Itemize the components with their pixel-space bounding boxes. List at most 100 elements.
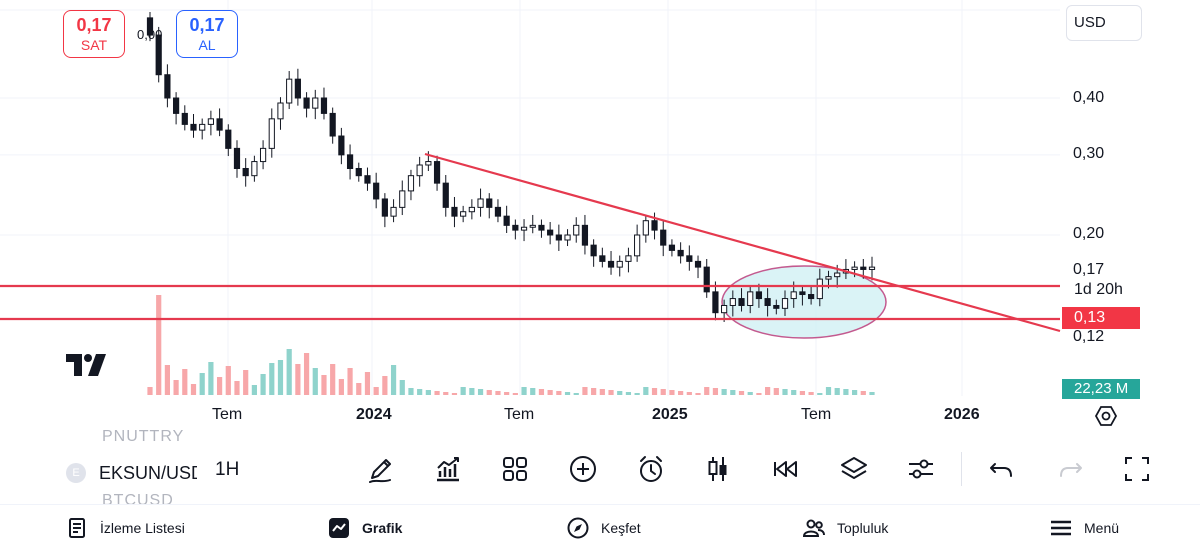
volume-bar xyxy=(782,389,788,395)
sell-button[interactable]: 0,17 SAT xyxy=(63,10,125,58)
symbol-next[interactable]: BTCUSD xyxy=(102,492,174,506)
candle-body xyxy=(677,249,684,257)
volume-bar xyxy=(451,393,458,395)
chart-settings-icon[interactable] xyxy=(1094,404,1118,428)
candle-body xyxy=(303,97,310,109)
nav-chart-label: Grafik xyxy=(362,520,403,536)
symbol-selector[interactable]: E EKSUN/USD xyxy=(66,460,197,486)
indicators-icon[interactable] xyxy=(431,452,465,486)
descending-trendline xyxy=(424,152,1061,333)
price-axis-label: 0,12 xyxy=(1073,328,1105,345)
volume-bar xyxy=(216,377,223,395)
candle-body xyxy=(355,167,362,177)
candle-body xyxy=(199,123,206,131)
volume-bar xyxy=(417,389,423,395)
buy-price: 0,17 xyxy=(189,15,225,35)
candle-body xyxy=(190,123,197,131)
volume-bar xyxy=(425,390,431,395)
candle-body xyxy=(764,298,771,306)
add-icon[interactable] xyxy=(566,452,600,486)
candle-body xyxy=(512,224,519,231)
volume-bar xyxy=(643,387,649,395)
candle-body xyxy=(555,234,562,241)
toolbar-separator xyxy=(961,452,962,486)
nav-menu[interactable]: Menü xyxy=(1050,517,1119,539)
candle-body xyxy=(790,291,797,300)
price-chart[interactable] xyxy=(0,0,1200,440)
candle-body xyxy=(146,17,154,36)
candle-body xyxy=(599,255,606,262)
undo-icon[interactable] xyxy=(985,452,1019,486)
candle-body xyxy=(503,215,510,226)
candle-body xyxy=(538,224,545,231)
candle-body xyxy=(242,167,249,177)
candle-body xyxy=(312,97,319,109)
candle-body xyxy=(860,266,867,270)
volume-bar xyxy=(208,362,214,395)
templates-icon[interactable] xyxy=(498,452,532,486)
time-axis-label: 2026 xyxy=(944,406,980,423)
volume-tag: 22,23 M xyxy=(1062,379,1140,399)
candle-body xyxy=(320,97,328,114)
drawn-lines xyxy=(0,152,1061,333)
buy-button[interactable]: 0,17 AL xyxy=(176,10,238,58)
volume-bar xyxy=(625,392,632,395)
volume-bar xyxy=(765,387,771,395)
candle-body xyxy=(390,206,397,217)
candle-body xyxy=(373,182,380,200)
nav-watchlist[interactable]: İzleme Listesi xyxy=(66,517,185,539)
candle-body xyxy=(259,147,267,163)
volume-bar xyxy=(573,393,579,395)
volume-bar xyxy=(721,389,727,395)
fullscreen-icon[interactable] xyxy=(1120,452,1154,486)
volume-bar xyxy=(678,391,684,395)
volume-bar xyxy=(251,385,257,395)
settings-sliders-icon[interactable] xyxy=(904,452,938,486)
pencil-icon[interactable] xyxy=(364,452,398,486)
candle-body xyxy=(729,298,736,306)
symbol-prev[interactable]: PNUTTRY xyxy=(102,428,185,445)
watchlist-icon xyxy=(69,518,85,538)
candle-body xyxy=(825,276,832,280)
nav-explore-label: Keşfet xyxy=(601,520,641,536)
nav-menu-label: Menü xyxy=(1084,520,1120,536)
alert-clock-icon[interactable] xyxy=(634,452,668,486)
volume-bar xyxy=(399,380,405,395)
layers-icon[interactable] xyxy=(837,452,871,486)
volume-bar xyxy=(156,295,162,395)
chart-icon xyxy=(329,518,349,538)
candle-body xyxy=(651,220,658,231)
candles-icon[interactable] xyxy=(701,452,735,486)
volume-bar xyxy=(312,368,318,395)
volume-bar xyxy=(173,380,179,395)
nav-chart[interactable]: Grafik xyxy=(328,517,402,539)
buy-label: AL xyxy=(198,37,216,53)
candle-body xyxy=(155,34,162,76)
volume-bar xyxy=(591,388,597,395)
candle-body xyxy=(181,112,188,125)
candle-body xyxy=(268,118,275,149)
consolidation-zone xyxy=(721,265,887,339)
volume-bar xyxy=(486,390,492,395)
currency-selector[interactable]: USD xyxy=(1066,5,1142,41)
volume-bar xyxy=(295,364,301,395)
sell-label: SAT xyxy=(80,37,108,53)
nav-community[interactable]: Topluluk xyxy=(803,517,888,539)
volume-bar xyxy=(269,363,275,395)
volume-bar xyxy=(634,393,640,395)
volume-bar xyxy=(660,389,666,395)
interval-button[interactable]: 1H xyxy=(215,459,240,480)
candle-body xyxy=(451,206,458,217)
candle-body xyxy=(520,226,528,231)
candle-body xyxy=(686,255,693,262)
nav-explore[interactable]: Keşfet xyxy=(567,517,641,539)
volume-bar xyxy=(147,387,153,395)
replay-icon[interactable] xyxy=(769,452,803,486)
candle-body xyxy=(164,74,171,99)
volume-bar xyxy=(443,392,449,395)
volume-bar xyxy=(738,391,745,395)
time-axis-label: 2025 xyxy=(652,406,688,423)
volume-bar xyxy=(182,369,188,395)
volume-bar xyxy=(373,387,379,395)
nav-community-label: Topluluk xyxy=(837,520,889,536)
